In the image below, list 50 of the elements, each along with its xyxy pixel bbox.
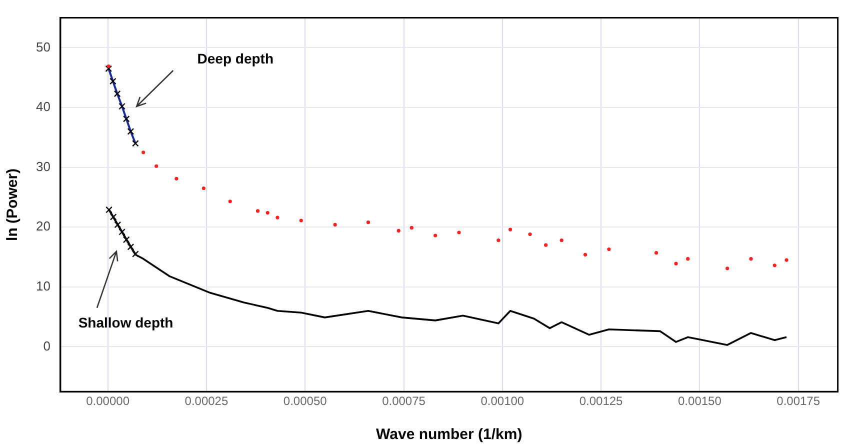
- y-tick-label: 20: [36, 218, 50, 234]
- point: [276, 216, 280, 220]
- y-tick-label: 10: [36, 278, 50, 294]
- point: [496, 238, 500, 242]
- point: [202, 186, 206, 190]
- point: [366, 220, 370, 224]
- x-axis-title: Wave number (1/km): [376, 426, 522, 444]
- point: [256, 209, 260, 213]
- point: [457, 230, 461, 234]
- point: [154, 164, 158, 168]
- y-tick-label: 50: [36, 39, 50, 54]
- point: [174, 176, 178, 180]
- point: [686, 257, 690, 261]
- annotation: Deep depth: [197, 50, 274, 67]
- point: [784, 258, 788, 262]
- x-tick-label: 0.00025: [184, 394, 228, 408]
- y-tick-label: 40: [36, 99, 50, 114]
- point: [508, 228, 512, 232]
- x-tick-label: 0.00000: [86, 394, 130, 408]
- point: [749, 257, 753, 261]
- x-tick-label: 0.00150: [678, 394, 722, 408]
- annotation: Shallow depth: [78, 314, 174, 330]
- point: [560, 238, 564, 242]
- point: [228, 200, 232, 204]
- point: [333, 222, 337, 227]
- y-tick-label: 0: [43, 338, 50, 354]
- point: [528, 232, 532, 236]
- point: [726, 266, 730, 270]
- point: [654, 251, 658, 255]
- x-tick-label: 0.00100: [480, 394, 524, 408]
- point: [396, 228, 400, 233]
- point: [607, 247, 611, 252]
- point: [106, 206, 112, 214]
- y-tick-label: 30: [36, 158, 50, 174]
- point: [142, 150, 146, 154]
- point: [544, 243, 548, 247]
- point: [132, 250, 139, 258]
- point: [674, 262, 678, 266]
- point: [434, 234, 438, 238]
- point: [583, 252, 588, 256]
- point: [299, 218, 303, 222]
- point: [772, 264, 776, 268]
- x-tick-label: 0.00075: [382, 394, 426, 408]
- x-tick-label: 0.00175: [776, 394, 820, 408]
- point: [266, 210, 270, 215]
- point: [410, 226, 414, 230]
- point: [106, 64, 110, 68]
- x-tick-label: 0.00050: [283, 394, 328, 408]
- y-axis-title: ln (Power): [4, 168, 22, 241]
- x-tick-label: 0.00125: [579, 394, 624, 408]
